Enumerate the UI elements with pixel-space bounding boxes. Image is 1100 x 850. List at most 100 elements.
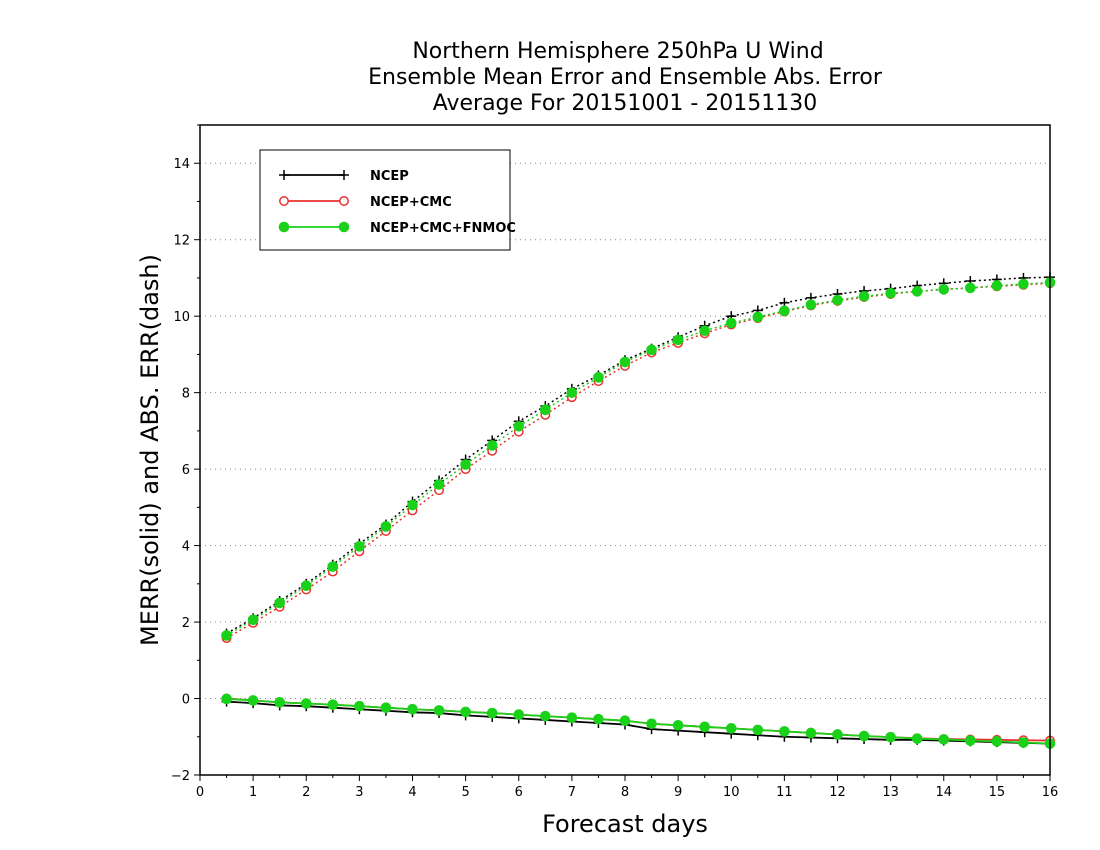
- merr-point: [646, 718, 657, 730]
- abs-err-point: [911, 286, 923, 297]
- x-tick-label: 2: [302, 785, 310, 800]
- legend-label: NCEP+CMC: [370, 195, 452, 210]
- chart-title-line-1: Northern Hemisphere 250hPa U Wind: [412, 39, 823, 64]
- legend-box: [259, 149, 511, 251]
- x-axis-label: Forecast days: [542, 810, 708, 838]
- y-tick-label: 2: [182, 616, 190, 631]
- abs-err-point: [221, 630, 232, 641]
- abs-err-point: [354, 541, 365, 552]
- merr-point: [752, 724, 764, 736]
- series-ncep-cmc: [221, 278, 1055, 746]
- merr-point: [433, 705, 445, 716]
- plot-frame: [199, 124, 1051, 776]
- legend-marker: [338, 221, 350, 233]
- abs-err-line: [226, 276, 1051, 635]
- abs-err-point: [752, 311, 764, 323]
- merr-point: [566, 712, 578, 723]
- chart-title: Northern Hemisphere 250hPa U Wind Ensemb…: [368, 39, 883, 116]
- abs-err-point: [965, 282, 976, 294]
- merr-point: [991, 736, 1003, 747]
- merr-point: [407, 703, 418, 715]
- merr-point: [221, 693, 232, 705]
- abs-err-line: [226, 281, 1051, 637]
- x-tick-label: 10: [723, 785, 740, 800]
- abs-err-point: [407, 499, 418, 511]
- merr-point: [460, 706, 471, 718]
- merr-point: [247, 695, 259, 706]
- y-tick-label: 6: [182, 463, 190, 478]
- abs-err-point: [486, 440, 498, 451]
- merr-point: [725, 723, 737, 734]
- abs-err-point: [699, 325, 710, 337]
- y-tick-label: 12: [173, 234, 190, 249]
- x-tick-label: 6: [515, 785, 523, 800]
- abs-err-point: [805, 299, 817, 311]
- merr-point: [486, 707, 498, 719]
- y-tick-label: 10: [173, 310, 190, 325]
- merr-point: [274, 697, 285, 708]
- merr-point: [858, 730, 870, 742]
- series-ncep-cmc-fnmoc: [221, 277, 1056, 749]
- abs-err-point: [672, 334, 684, 346]
- legend-label: NCEP: [370, 169, 409, 184]
- x-tick-label: 0: [196, 785, 204, 800]
- abs-err-point: [1018, 278, 1029, 290]
- x-tick-label: 5: [461, 785, 469, 800]
- merr-line: [226, 698, 1051, 745]
- abs-err-point: [247, 614, 259, 626]
- merr-point: [380, 702, 392, 714]
- legend: NCEP NCEP+CMC NCEP+CMC+FNMOC: [259, 149, 516, 251]
- merr-point: [619, 715, 631, 727]
- merr-point: [779, 726, 790, 737]
- gridlines: [200, 162, 1050, 776]
- merr-point: [327, 699, 339, 710]
- legend-marker: [339, 196, 349, 206]
- legend-marker: [279, 196, 289, 206]
- x-tick-label: 4: [408, 785, 416, 800]
- legend-entry: NCEP: [279, 169, 409, 184]
- x-tick-label: 9: [674, 785, 682, 800]
- x-tick-label: 14: [935, 785, 952, 800]
- abs-err-point: [646, 344, 657, 356]
- abs-err-point: [593, 372, 604, 383]
- merr-point: [672, 719, 684, 731]
- merr-point: [938, 734, 950, 745]
- merr-point: [805, 727, 817, 739]
- abs-err-point: [460, 459, 471, 470]
- abs-err-line: [226, 282, 1051, 639]
- merr-point: [885, 731, 896, 743]
- abs-err-point: [858, 290, 870, 302]
- merr-point: [1018, 737, 1029, 748]
- legend-marker: [279, 170, 289, 180]
- series-ncep: [221, 272, 1055, 749]
- abs-err-point: [513, 420, 525, 432]
- abs-err-point: [991, 280, 1003, 291]
- abs-err-point: [566, 387, 578, 398]
- abs-err-point: [300, 580, 312, 592]
- chart-title-line-3: Average For 20151001 - 20151130: [433, 91, 818, 116]
- merr-point: [832, 729, 843, 740]
- y-tick-label: 14: [173, 157, 190, 172]
- merr-point: [911, 733, 923, 744]
- abs-err-point: [540, 404, 551, 416]
- abs-err-point: [433, 479, 445, 490]
- legend-marker: [339, 170, 349, 180]
- abs-err-point: [619, 356, 631, 368]
- abs-err-point: [885, 287, 896, 299]
- x-tick-label: 7: [568, 785, 576, 800]
- merr-point: [300, 698, 312, 709]
- y-tick-label: 8: [182, 387, 190, 402]
- chart-title-line-2: Ensemble Mean Error and Ensemble Abs. Er…: [368, 65, 883, 90]
- merr-point: [593, 713, 604, 725]
- y-tick-label: 0: [182, 693, 190, 708]
- abs-err-point: [725, 317, 737, 329]
- x-tick-label: 1: [249, 785, 257, 800]
- y-tick-label: −2: [171, 769, 190, 784]
- legend-marker: [278, 221, 290, 233]
- merr-point: [540, 710, 551, 722]
- x-tick-label: 12: [829, 785, 846, 800]
- merr-point: [354, 700, 365, 712]
- x-tick-label: 11: [776, 785, 793, 800]
